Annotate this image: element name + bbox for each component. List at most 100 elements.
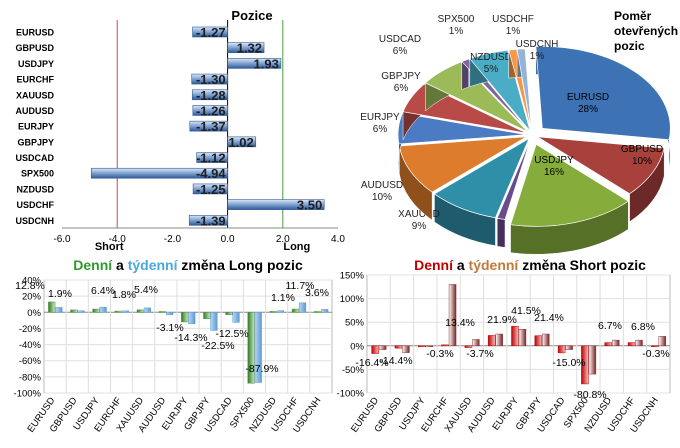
pie-slice	[516, 48, 532, 131]
daily-bar	[136, 309, 144, 313]
position-bar	[227, 136, 257, 148]
category-label: AUDUSD	[15, 106, 54, 116]
slice-pct-label: 5%	[484, 64, 499, 75]
slice-name-label: USDJPY	[534, 155, 574, 166]
data-label: -80.8%	[573, 389, 606, 401]
data-label: 6.8%	[631, 321, 655, 333]
position-bar	[188, 215, 228, 226]
slice-name-label: USDCNH	[516, 39, 559, 50]
data-label: -14.4%	[379, 355, 412, 367]
daily-bar	[114, 310, 122, 313]
position-bar	[227, 199, 325, 210]
data-label: 11.7%	[286, 280, 315, 292]
y-tick-label: 0%	[350, 341, 364, 352]
weekly-bar	[121, 310, 129, 313]
value-label: -4.94	[196, 166, 226, 181]
daily-bar	[314, 311, 322, 313]
daily-bar	[487, 335, 496, 347]
daily-bar	[48, 301, 56, 313]
pie-slice	[510, 143, 629, 227]
value-label: -1.27	[196, 25, 226, 40]
slice-pct-label: 1%	[506, 26, 521, 37]
daily-bar	[464, 345, 473, 348]
weekly-bar	[402, 345, 410, 353]
daily-bar	[225, 312, 233, 315]
daily-bar	[534, 335, 543, 347]
data-label: -87.9%	[245, 363, 278, 375]
weekly-bar	[254, 312, 262, 383]
data-label: 1.9%	[48, 288, 72, 300]
weekly-bar	[495, 333, 503, 347]
slice-name-label: NZDUSD	[470, 52, 512, 63]
title-rest-part: změna Long pozic	[178, 257, 303, 273]
data-label: 5.4%	[134, 284, 158, 296]
weekly-bar	[542, 333, 550, 347]
y-tick-label: 20%	[22, 292, 42, 303]
weekly-bar	[298, 302, 307, 313]
slice-pct-label: 16%	[544, 167, 564, 178]
title-weekly-part: týdenní	[128, 257, 179, 273]
x-tick-label: 2.0	[276, 234, 290, 245]
y-tick-label: 100%	[340, 294, 365, 305]
data-label: 3.6%	[305, 287, 329, 299]
title-and-part: a	[453, 257, 469, 273]
weekly-bar	[448, 284, 457, 347]
category-label: XAUUSD	[16, 90, 55, 100]
short-change-bar-chart: Denní a týdenní změna Short pozic 150% 100…	[337, 257, 671, 435]
slice-name-label: EURUSD	[567, 92, 609, 103]
data-label: -0.3%	[642, 348, 669, 360]
category-label: USDJPY	[18, 59, 54, 69]
daily-bar	[557, 345, 566, 354]
slice-name-label: GBPJPY	[381, 71, 421, 82]
pie-title-line: Poměr	[614, 9, 652, 23]
y-tick-label: -40%	[19, 340, 42, 351]
weekly-bar	[210, 312, 218, 331]
weekly-bar	[611, 339, 620, 347]
short-label: Short	[95, 241, 124, 253]
title-weekly-part: týdenní	[469, 257, 520, 273]
position-bar	[192, 105, 228, 116]
slice-pct-label: 6%	[393, 46, 408, 57]
slice-pct-label: 10%	[632, 156, 652, 167]
data-label: -0.3%	[426, 348, 453, 360]
value-label: 1.32	[237, 41, 262, 56]
long-label: Long	[283, 241, 310, 253]
category-label: EURCHF	[17, 75, 55, 85]
value-label: -1.25	[196, 182, 226, 197]
daily-bar	[291, 308, 300, 313]
value-label: 1.93	[254, 56, 279, 71]
slice-name-label: EURJPY	[360, 112, 400, 123]
weekly-bar	[472, 339, 480, 347]
pie-slice	[508, 48, 532, 131]
category-label: NZDUSD	[17, 184, 55, 194]
daily-bar	[158, 311, 167, 313]
slice-name-label: USDCAD	[379, 34, 421, 45]
y-tick-label: -50%	[342, 365, 365, 376]
pie-slice	[469, 49, 531, 132]
position-bar	[192, 26, 228, 38]
pie-title-line: pozic	[614, 39, 645, 53]
weekly-bar	[321, 309, 329, 313]
weekly-bar	[99, 306, 107, 313]
daily-bar	[92, 308, 100, 313]
pie-slice	[496, 138, 531, 220]
data-label: 1.8%	[112, 289, 136, 301]
y-tick-label: -100%	[337, 389, 365, 400]
slice-name-label: AUDUSD	[361, 180, 403, 191]
weekly-bar	[188, 312, 196, 325]
daily-bar	[247, 312, 255, 384]
chart-title: Denní a týdenní změna Short pozic	[414, 257, 646, 273]
slice-pct-label: 6%	[394, 83, 409, 94]
daily-bar	[581, 345, 589, 385]
data-label: 41.5%	[511, 305, 541, 317]
value-label: 1.02	[228, 135, 253, 150]
weekly-bar	[635, 339, 643, 347]
data-label: 21.4%	[534, 312, 564, 324]
weekly-bar	[143, 307, 152, 313]
weekly-bar	[232, 312, 240, 323]
category-label: GBPUSD	[15, 43, 54, 53]
value-label: 3.50	[297, 198, 322, 213]
pie-slice-side	[496, 217, 506, 248]
position-bar	[191, 73, 228, 85]
x-tick-label: -6.0	[53, 234, 71, 245]
